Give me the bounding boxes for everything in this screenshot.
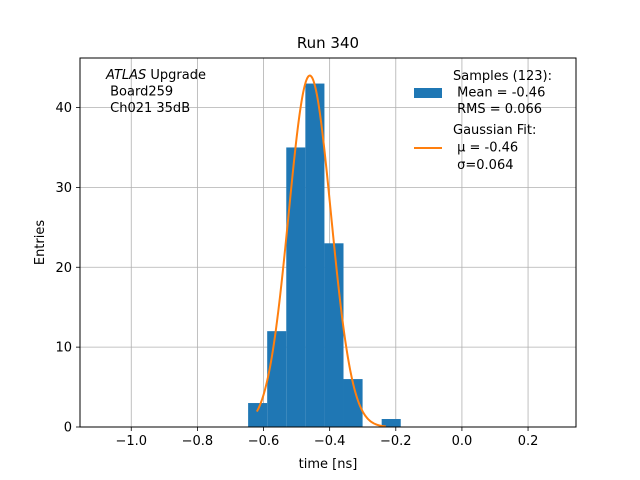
x-tick-label: −0.2 xyxy=(380,434,412,449)
x-tick-label: 0.2 xyxy=(518,434,539,449)
plot-frame xyxy=(79,57,577,428)
legend-histogram-label: Mean = -0.46 xyxy=(453,86,545,101)
x-tick-label: −0.8 xyxy=(182,434,214,449)
histogram-bar xyxy=(267,331,287,427)
legend-histogram-label: Samples (123): xyxy=(453,69,552,84)
x-tick-label: −0.6 xyxy=(248,434,280,449)
legend-fit-label: μ = -0.46 xyxy=(453,141,518,156)
x-axis-title: time [ns] xyxy=(299,457,358,472)
y-tick-label: 10 xyxy=(55,341,72,356)
chart-title: Run 340 xyxy=(297,34,359,52)
legend-fit-label: σ=0.064 xyxy=(453,158,513,173)
histogram-bar xyxy=(286,147,306,428)
legend-fit-label: Gaussian Fit: xyxy=(453,123,536,138)
histogram-bar xyxy=(343,379,363,427)
histogram-bar xyxy=(381,419,401,427)
legend: Samples (123): Mean = -0.46 RMS = 0.066 G… xyxy=(414,69,552,173)
y-tick-label: 20 xyxy=(55,261,72,276)
x-tick-label: −1.0 xyxy=(115,434,147,449)
annotation-line: Board259 xyxy=(106,85,173,100)
x-tick-label: −0.4 xyxy=(314,434,346,449)
x-tick-label: 0.0 xyxy=(452,434,473,449)
y-tick-label: 30 xyxy=(55,181,72,196)
atlas-annotation: ATLAS Upgrade Board259 Ch021 35dB xyxy=(105,68,206,116)
histogram-bar xyxy=(305,83,325,427)
gaussian-fit-line xyxy=(256,74,386,428)
y-tick-label: 40 xyxy=(55,101,72,116)
legend-histogram-swatch xyxy=(414,88,442,98)
annotation-line: ATLAS Upgrade xyxy=(105,68,206,83)
histogram-bar xyxy=(324,243,344,427)
gaussian-fit xyxy=(256,74,386,428)
axis-ticks: −1.0 −0.8 −0.6 −0.4 −0.2 0.0 0.2 0 10 20 30 40 xyxy=(55,101,538,449)
legend-histogram-label: RMS = 0.066 xyxy=(453,102,542,117)
annotation-line: Ch021 35dB xyxy=(106,101,190,116)
histogram-bar xyxy=(248,403,268,427)
histogram-bars xyxy=(248,83,401,428)
y-axis-title: Entries xyxy=(33,220,48,266)
y-tick-label: 0 xyxy=(64,421,72,436)
